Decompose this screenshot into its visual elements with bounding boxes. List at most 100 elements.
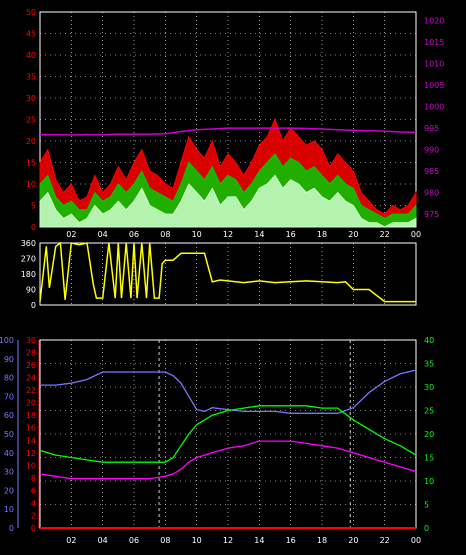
rain-label: Lluvia	[2, 322, 32, 333]
wind-speed-label: Velocidad viento	[6, 1, 89, 12]
sun-set-label: Sun Set	[336, 493, 367, 502]
rain-tick-label: 4	[31, 499, 36, 508]
wind-tick-label: 20	[26, 137, 36, 146]
compass-label-north-2: N	[436, 302, 444, 315]
pressure-tick-label: 995	[424, 124, 439, 133]
rain-tick-label: 26	[26, 361, 36, 370]
wind-tick-label: 40	[26, 51, 36, 60]
humidity-tick-label: 90	[4, 355, 14, 364]
climate-x-tick-label: 14	[254, 536, 264, 545]
climate-x-tick-label: 02	[66, 536, 76, 545]
x-tick-label: 06	[129, 230, 139, 239]
wind-direction-panel: 0 90 180 270 360	[21, 239, 417, 310]
humidity-tick-label: 80	[4, 374, 14, 383]
rain-tick-label: 16	[26, 424, 36, 433]
humidity-tick-label: 10	[4, 505, 14, 514]
x-tick-label: 02	[66, 230, 76, 239]
wind-tick-label: 5	[31, 202, 36, 211]
climate-x-tick-label: 10	[192, 536, 202, 545]
humidity-tick-label: 30	[4, 468, 14, 477]
x-tick-label: 10	[192, 230, 202, 239]
direction-tick-label: 270	[21, 255, 36, 264]
wind-tick-label: 15	[26, 159, 36, 168]
pressure-tick-label: 1000	[424, 103, 444, 112]
humidity-temperature-panel: 0510152025303540010203040506070809010002…	[0, 336, 434, 545]
climate-x-tick-label: 04	[98, 536, 108, 545]
temperature-tick-label: 25	[424, 407, 434, 416]
rain-tick-label: 30	[26, 336, 36, 345]
rain-tick-label: 10	[26, 461, 36, 470]
x-tick-label: 20	[348, 230, 358, 239]
pressure-tick-label: 980	[424, 189, 439, 198]
compass-label-west: W	[434, 254, 445, 267]
temperature-tick-label: 15	[424, 454, 434, 463]
wind-tick-label: 25	[26, 116, 36, 125]
pressure-series	[40, 127, 417, 136]
rain-tick-label: 6	[31, 486, 36, 495]
wind-tick-label: 30	[26, 94, 36, 103]
rain-tick-label: 18	[26, 411, 36, 420]
humidity-tick-label: 40	[4, 449, 14, 458]
temperature-tick-label: 40	[424, 336, 434, 345]
sun-rise-label: Sun Rise	[146, 493, 181, 502]
climate-x-tick-label: 08	[160, 536, 170, 545]
chart-title: 24 hora graph dal: 03 Mayo 2020	[172, 1, 339, 12]
temperature-tick-label: 0	[424, 524, 429, 533]
x-tick-label: 00	[411, 230, 421, 239]
x-tick-label: 08	[160, 230, 170, 239]
direction-tick-label: 360	[21, 239, 36, 248]
temperature-label: Temperatura	[311, 322, 376, 333]
pressure-tick-label: 1015	[424, 38, 444, 47]
compass-label-north: N	[436, 238, 444, 251]
x-tick-label: 04	[98, 230, 108, 239]
x-tick-label: 12	[223, 230, 233, 239]
humidity-tick-label: 100	[0, 336, 14, 345]
pressure-label: Presión	[372, 0, 408, 12]
humidity-tick-label: 60	[4, 411, 14, 420]
wind-tick-label: 0	[31, 223, 36, 232]
temperature-tick-label: 20	[424, 430, 434, 439]
rain-tick-label: 20	[26, 399, 36, 408]
pressure-tick-label: 1010	[424, 60, 444, 69]
humidity-tick-label: 70	[4, 392, 14, 401]
wind-tick-label: 35	[26, 73, 36, 82]
direction-tick-label: 90	[26, 286, 36, 295]
direction-tick-label: 0	[31, 301, 36, 310]
wind-tick-label: 10	[26, 180, 36, 189]
climate-x-tick-label: 00	[411, 536, 421, 545]
temperature-tick-label: 5	[424, 501, 429, 510]
x-tick-label: 22	[380, 230, 390, 239]
pressure-tick-label: 1020	[424, 17, 444, 26]
rain-tick-label: 2	[31, 511, 36, 520]
dewpoint-label: Punto rocío	[393, 321, 449, 333]
rain-tick-label: 28	[26, 349, 36, 358]
climate-x-tick-label: 06	[129, 536, 139, 545]
wind-tick-label: 50	[26, 8, 36, 17]
pressure-tick-label: 990	[424, 146, 439, 155]
direction-tick-label: 180	[21, 270, 36, 279]
climate-x-tick-label: 22	[380, 536, 390, 545]
x-tick-label: 14	[254, 230, 264, 239]
wind-pressure-panel: 0510152025303540455097598098599099510001…	[26, 8, 445, 239]
humidity-tick-label: 20	[4, 486, 14, 495]
climate-x-tick-label: 12	[223, 536, 233, 545]
climate-x-tick-label: 20	[348, 536, 358, 545]
humidity-tick-label: 0	[9, 524, 14, 533]
pressure-tick-label: 1005	[424, 81, 444, 90]
temperature-tick-label: 35	[424, 360, 434, 369]
wind-direction-series	[39, 241, 416, 303]
humidity-label: Humedad	[66, 322, 115, 333]
humidity-series	[40, 369, 417, 414]
wind-tick-label: 45	[26, 30, 36, 39]
rain-tick-label: 14	[26, 436, 36, 445]
pressure-tick-label: 985	[424, 167, 439, 176]
rain-tick-label: 0	[31, 524, 36, 533]
rain-tick-label: 22	[26, 386, 36, 395]
dewpoint-series	[39, 440, 417, 480]
rain-tick-label: 8	[31, 474, 36, 483]
temperature-series	[39, 405, 417, 463]
compass-label-east: E	[436, 286, 443, 299]
climate-x-tick-label: 18	[317, 536, 327, 545]
